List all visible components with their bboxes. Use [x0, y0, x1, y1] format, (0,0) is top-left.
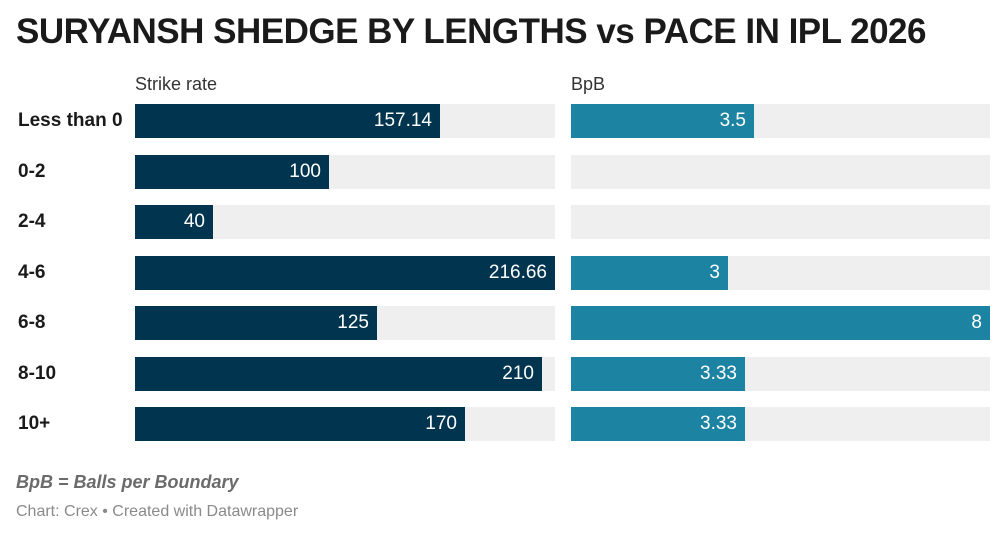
strike-rate-track: 40 [135, 205, 555, 239]
strike-rate-value-label: 170 [425, 413, 457, 434]
bpb-column-header: BpB [571, 74, 606, 94]
bpb-track [571, 205, 990, 239]
row-label: 2-4 [18, 211, 46, 232]
strike-rate-value-label: 40 [183, 211, 205, 232]
strike-rate-bar [135, 155, 329, 189]
row-label: 10+ [18, 413, 51, 434]
bpb-bar [571, 357, 745, 391]
strike-rate-bar [135, 205, 213, 239]
bpb-bar [571, 306, 990, 340]
strike-rate-track: 210 [135, 357, 555, 391]
strike-rate-value-label: 210 [502, 363, 534, 384]
strike-rate-track: 216.66 [135, 256, 555, 290]
bpb-value-label: 3.33 [700, 413, 737, 434]
bpb-bar [571, 407, 745, 441]
strike-rate-value-label: 216.66 [488, 262, 547, 283]
row-label: 8-10 [18, 363, 57, 384]
bpb-value-label: 3 [709, 262, 720, 283]
bpb-track [571, 155, 990, 189]
strike-rate-bar [135, 357, 542, 391]
bpb-track: 3.33 [571, 407, 990, 441]
row-label: 4-6 [18, 262, 46, 283]
bpb-track: 3.33 [571, 357, 990, 391]
strike-rate-track: 157.14 [135, 104, 555, 138]
strike-rate-value-label: 157.14 [373, 110, 432, 131]
bpb-value-label: 8 [971, 312, 982, 333]
strike-rate-track: 100 [135, 155, 555, 189]
footnote: BpB = Balls per Boundary [16, 472, 239, 492]
bpb-track: 8 [571, 306, 990, 340]
bpb-value-label: 3.33 [700, 363, 737, 384]
bpb-bar [571, 104, 754, 138]
strike-rate-track: 170 [135, 407, 555, 441]
strike-rate-bar [135, 407, 465, 441]
chart-credit: Chart: Crex • Created with Datawrapper [16, 503, 299, 520]
strike-rate-bar [135, 256, 555, 290]
strike-rate-value-label: 100 [289, 161, 321, 182]
strike-rate-bar [135, 104, 440, 138]
strike-rate-bar [135, 306, 377, 340]
strike-rate-track: 125 [135, 306, 555, 340]
chart-title: SURYANSH SHEDGE BY LENGTHS vs PACE IN IP… [16, 12, 926, 51]
bpb-bar [571, 256, 728, 290]
bpb-track: 3 [571, 256, 990, 290]
row-label: Less than 0 [18, 110, 123, 131]
row-label: 0-2 [18, 161, 46, 182]
strike-rate-value-label: 125 [337, 312, 369, 333]
row-label: 6-8 [18, 312, 46, 333]
strike-rate-column-header: Strike rate [135, 74, 218, 94]
bpb-track: 3.5 [571, 104, 990, 138]
bpb-value-label: 3.5 [719, 110, 746, 131]
